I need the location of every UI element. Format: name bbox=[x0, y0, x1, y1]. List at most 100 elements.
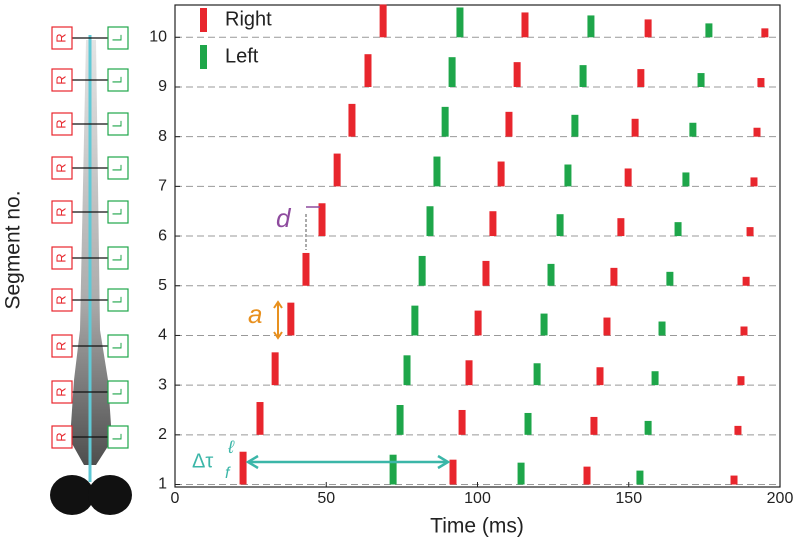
segment-burst bbox=[587, 15, 595, 38]
segment-burst bbox=[697, 73, 705, 87]
right-box bbox=[51, 288, 73, 312]
right-label: R bbox=[53, 33, 68, 42]
right-box bbox=[51, 112, 73, 136]
left-box bbox=[107, 246, 129, 270]
segment-burst bbox=[583, 466, 591, 485]
left-label: L bbox=[109, 76, 124, 83]
segment-burst bbox=[396, 405, 404, 435]
segment-burst bbox=[505, 111, 513, 137]
segment-burst bbox=[624, 168, 632, 187]
left-label: L bbox=[109, 296, 124, 303]
left-label: L bbox=[109, 433, 124, 440]
segment-burst bbox=[540, 313, 548, 336]
segment-burst bbox=[617, 218, 625, 237]
segment-burst bbox=[734, 425, 742, 435]
right-label: R bbox=[53, 341, 68, 350]
plot-frame bbox=[174, 4, 781, 488]
right-box bbox=[51, 156, 73, 180]
left-label: L bbox=[109, 208, 124, 215]
left-box bbox=[107, 200, 129, 224]
right-label: R bbox=[53, 163, 68, 172]
annotations: d a Δτ f ℓ bbox=[192, 203, 451, 482]
segment-burst bbox=[547, 263, 555, 286]
segment-burst bbox=[644, 19, 652, 38]
right-box bbox=[51, 246, 73, 270]
segment-burst bbox=[579, 65, 587, 87]
segment-burst bbox=[497, 161, 505, 187]
segment-burst bbox=[564, 164, 572, 187]
legend-swatch bbox=[200, 8, 207, 32]
segment-burst bbox=[674, 222, 682, 237]
segment-burst bbox=[705, 23, 713, 38]
x-tick-label: 50 bbox=[317, 490, 335, 507]
y-tick-label: 7 bbox=[158, 178, 167, 195]
segment-burst bbox=[271, 352, 279, 386]
y-tick-label: 1 bbox=[158, 476, 167, 493]
y-tick-label: 8 bbox=[158, 128, 167, 145]
segment-burst bbox=[636, 470, 644, 485]
segment-burst bbox=[389, 454, 397, 485]
segment-burst bbox=[689, 122, 697, 137]
left-box bbox=[107, 156, 129, 180]
segment-burst bbox=[256, 402, 264, 435]
segment-burst bbox=[658, 321, 666, 336]
right-box bbox=[51, 200, 73, 224]
segment-burst bbox=[348, 103, 356, 137]
segment-burst bbox=[333, 153, 341, 187]
legend-label: Left bbox=[225, 45, 259, 67]
right-label: R bbox=[53, 432, 68, 441]
segment-burst bbox=[533, 363, 541, 386]
left-box bbox=[107, 425, 129, 449]
x-axis-label: Time (ms) bbox=[430, 515, 524, 538]
segment-burst bbox=[556, 214, 564, 237]
segment-burst bbox=[524, 412, 532, 435]
fish-panel bbox=[50, 35, 132, 515]
segment-burst bbox=[666, 271, 674, 286]
right-box bbox=[51, 425, 73, 449]
segment-burst bbox=[411, 305, 419, 336]
segment-burst bbox=[590, 416, 598, 435]
left-box bbox=[107, 112, 129, 136]
segment-burst bbox=[318, 203, 326, 237]
annotation-a: a bbox=[248, 299, 262, 329]
y-tick-label: 4 bbox=[158, 327, 167, 344]
right-box bbox=[51, 380, 73, 404]
y-tick-label: 5 bbox=[158, 277, 167, 294]
segment-burst bbox=[448, 57, 456, 87]
segment-burst bbox=[449, 459, 457, 485]
segment-burst bbox=[761, 28, 769, 38]
segment-burst bbox=[403, 355, 411, 386]
right-label: R bbox=[53, 387, 68, 396]
left-box bbox=[107, 334, 129, 358]
segment-burst bbox=[740, 326, 748, 336]
x-tick-label: 0 bbox=[171, 490, 180, 507]
left-label: L bbox=[109, 388, 124, 395]
segment-burst bbox=[521, 12, 529, 38]
segment-burst bbox=[302, 252, 310, 286]
right-box bbox=[51, 334, 73, 358]
x-tick-label: 150 bbox=[615, 490, 642, 507]
annotation-d: d bbox=[276, 203, 292, 233]
segment-burst bbox=[418, 255, 426, 286]
segment-burst bbox=[757, 78, 765, 87]
segment-burst bbox=[441, 106, 449, 137]
segment-burst bbox=[644, 420, 652, 435]
right-label: R bbox=[53, 119, 68, 128]
y-tick-label: 3 bbox=[158, 376, 167, 393]
segment-burst bbox=[482, 260, 490, 286]
left-box bbox=[107, 288, 129, 312]
left-label: L bbox=[109, 342, 124, 349]
y-tick-label: 10 bbox=[149, 29, 167, 46]
segment-burst bbox=[730, 475, 738, 485]
x-tick-label: 200 bbox=[767, 490, 794, 507]
left-box bbox=[107, 68, 129, 92]
segment-burst bbox=[596, 367, 604, 386]
x-tick-label: 100 bbox=[464, 490, 491, 507]
left-box bbox=[107, 26, 129, 50]
right-label: R bbox=[53, 295, 68, 304]
segment-burst bbox=[513, 62, 521, 87]
segment-burst bbox=[610, 267, 618, 286]
segment-burst bbox=[287, 302, 295, 336]
